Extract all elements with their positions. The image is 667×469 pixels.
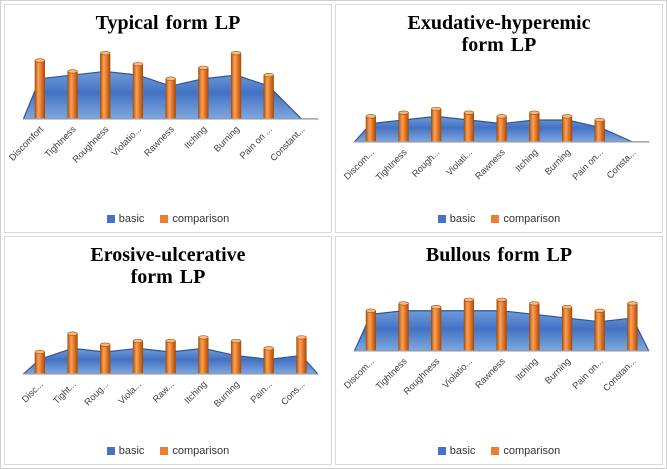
svg-text:Cons...: Cons... bbox=[279, 379, 307, 407]
chart-legend: basic comparison bbox=[106, 445, 229, 457]
legend-item-comparison: comparison bbox=[160, 445, 229, 457]
svg-text:Rough...: Rough... bbox=[410, 147, 442, 179]
legend-item-basic: basic bbox=[437, 445, 476, 457]
svg-text:Discom...: Discom... bbox=[342, 147, 376, 182]
svg-text:Burning: Burning bbox=[212, 379, 241, 409]
svg-text:Violatio...: Violatio... bbox=[441, 356, 475, 390]
svg-text:Consta...: Consta... bbox=[605, 147, 638, 181]
svg-text:Burning: Burning bbox=[543, 356, 572, 386]
svg-text:Itching: Itching bbox=[183, 124, 209, 151]
legend-item-comparison: comparison bbox=[491, 445, 560, 457]
comparison-series-swatch-icon bbox=[491, 447, 500, 455]
combo-area-bar-chart: Disc... Tight... Roug... Viola... Raw... Itch… bbox=[20, 331, 319, 409]
legend-label-basic: basic bbox=[118, 445, 145, 457]
svg-text:Roughness: Roughness bbox=[402, 356, 442, 397]
chart-title-line: Typical form LP bbox=[95, 12, 241, 34]
svg-text:Rawness: Rawness bbox=[142, 124, 176, 159]
legend-item-basic: basic bbox=[437, 213, 476, 225]
comparison-series-swatch-icon bbox=[491, 215, 500, 223]
legend-label-basic: basic bbox=[118, 213, 145, 225]
chart-panel-erosive-ulcerative-form-lp: Erosive-ulcerative form LP Disc... Tight..… bbox=[4, 236, 332, 465]
svg-text:Burning: Burning bbox=[543, 147, 572, 177]
chart-panel-exudative-hyperemic-form-lp: Exudative-hyperemic form LP Discom... Tigh… bbox=[335, 4, 663, 233]
legend-label-comparison: comparison bbox=[503, 445, 561, 457]
svg-text:Raw...: Raw... bbox=[151, 379, 176, 405]
comparison-series-swatch-icon bbox=[160, 447, 169, 455]
basic-series-swatch-icon bbox=[106, 447, 115, 455]
basic-series-swatch-icon bbox=[437, 215, 446, 223]
svg-text:Disc...: Disc... bbox=[20, 379, 45, 405]
legend-label-comparison: comparison bbox=[503, 213, 561, 225]
svg-text:Roughness: Roughness bbox=[71, 124, 111, 165]
comparison-series-swatch-icon bbox=[160, 215, 169, 223]
svg-text:Pain...: Pain... bbox=[249, 379, 274, 405]
svg-text:Pain on...: Pain on... bbox=[571, 356, 605, 391]
chart-legend: basic comparison bbox=[437, 445, 560, 457]
chart-title: Exudative-hyperemic form LP bbox=[408, 12, 591, 57]
svg-text:Violati...: Violati... bbox=[445, 147, 475, 178]
chart-title-line: Exudative-hyperemic bbox=[407, 12, 591, 34]
legend-label-basic: basic bbox=[449, 213, 476, 225]
svg-text:Tight...: Tight... bbox=[51, 379, 78, 406]
chart-legend: basic comparison bbox=[106, 213, 229, 225]
svg-text:Violatio...: Violatio... bbox=[110, 124, 144, 158]
chart-title: Bullous form LP bbox=[426, 244, 572, 266]
svg-text:Discomfort: Discomfort bbox=[8, 124, 45, 163]
svg-text:Roug...: Roug... bbox=[83, 379, 111, 407]
basic-series-swatch-icon bbox=[106, 215, 115, 223]
svg-text:Constant...: Constant... bbox=[269, 124, 307, 163]
legend-item-comparison: comparison bbox=[160, 213, 229, 225]
basic-series-swatch-icon bbox=[437, 447, 446, 455]
chart-title-line: form LP bbox=[130, 266, 206, 289]
chart-title-line: Bullous form LP bbox=[425, 244, 573, 266]
legend-label-comparison: comparison bbox=[172, 213, 230, 225]
svg-text:Itching: Itching bbox=[514, 356, 540, 383]
svg-text:Constan...: Constan... bbox=[601, 356, 638, 393]
svg-text:Pain on...: Pain on... bbox=[571, 147, 605, 182]
chart-panel-typical-form-lp: Typical form LP Discomfort Tightness Rough… bbox=[4, 4, 332, 233]
chart-title-line: Erosive-ulcerative bbox=[90, 244, 246, 266]
legend-label-comparison: comparison bbox=[172, 445, 230, 457]
svg-text:Discom...: Discom... bbox=[342, 356, 376, 391]
svg-text:Burning: Burning bbox=[212, 124, 241, 154]
svg-text:Viola...: Viola... bbox=[117, 379, 144, 406]
svg-text:Rawness: Rawness bbox=[473, 147, 507, 182]
chart-legend: basic comparison bbox=[437, 213, 560, 225]
chart-title: Typical form LP bbox=[96, 12, 241, 34]
svg-text:Tightness: Tightness bbox=[374, 147, 409, 183]
svg-text:Itching: Itching bbox=[514, 147, 540, 174]
svg-text:Rawness: Rawness bbox=[473, 356, 507, 391]
legend-item-basic: basic bbox=[106, 213, 145, 225]
chart-title: Erosive-ulcerative form LP bbox=[90, 244, 245, 289]
legend-item-basic: basic bbox=[106, 445, 145, 457]
chart-title-line: form LP bbox=[461, 34, 537, 57]
combo-area-bar-chart: Discom...Tightness Rough... Violati... Rawn… bbox=[342, 106, 650, 183]
svg-text:Itching: Itching bbox=[183, 379, 209, 406]
legend-item-comparison: comparison bbox=[491, 213, 560, 225]
chart-panel-bullous-form-lp: Bullous form LP Discom... Tightness Roughn… bbox=[335, 236, 663, 465]
legend-label-basic: basic bbox=[449, 445, 476, 457]
